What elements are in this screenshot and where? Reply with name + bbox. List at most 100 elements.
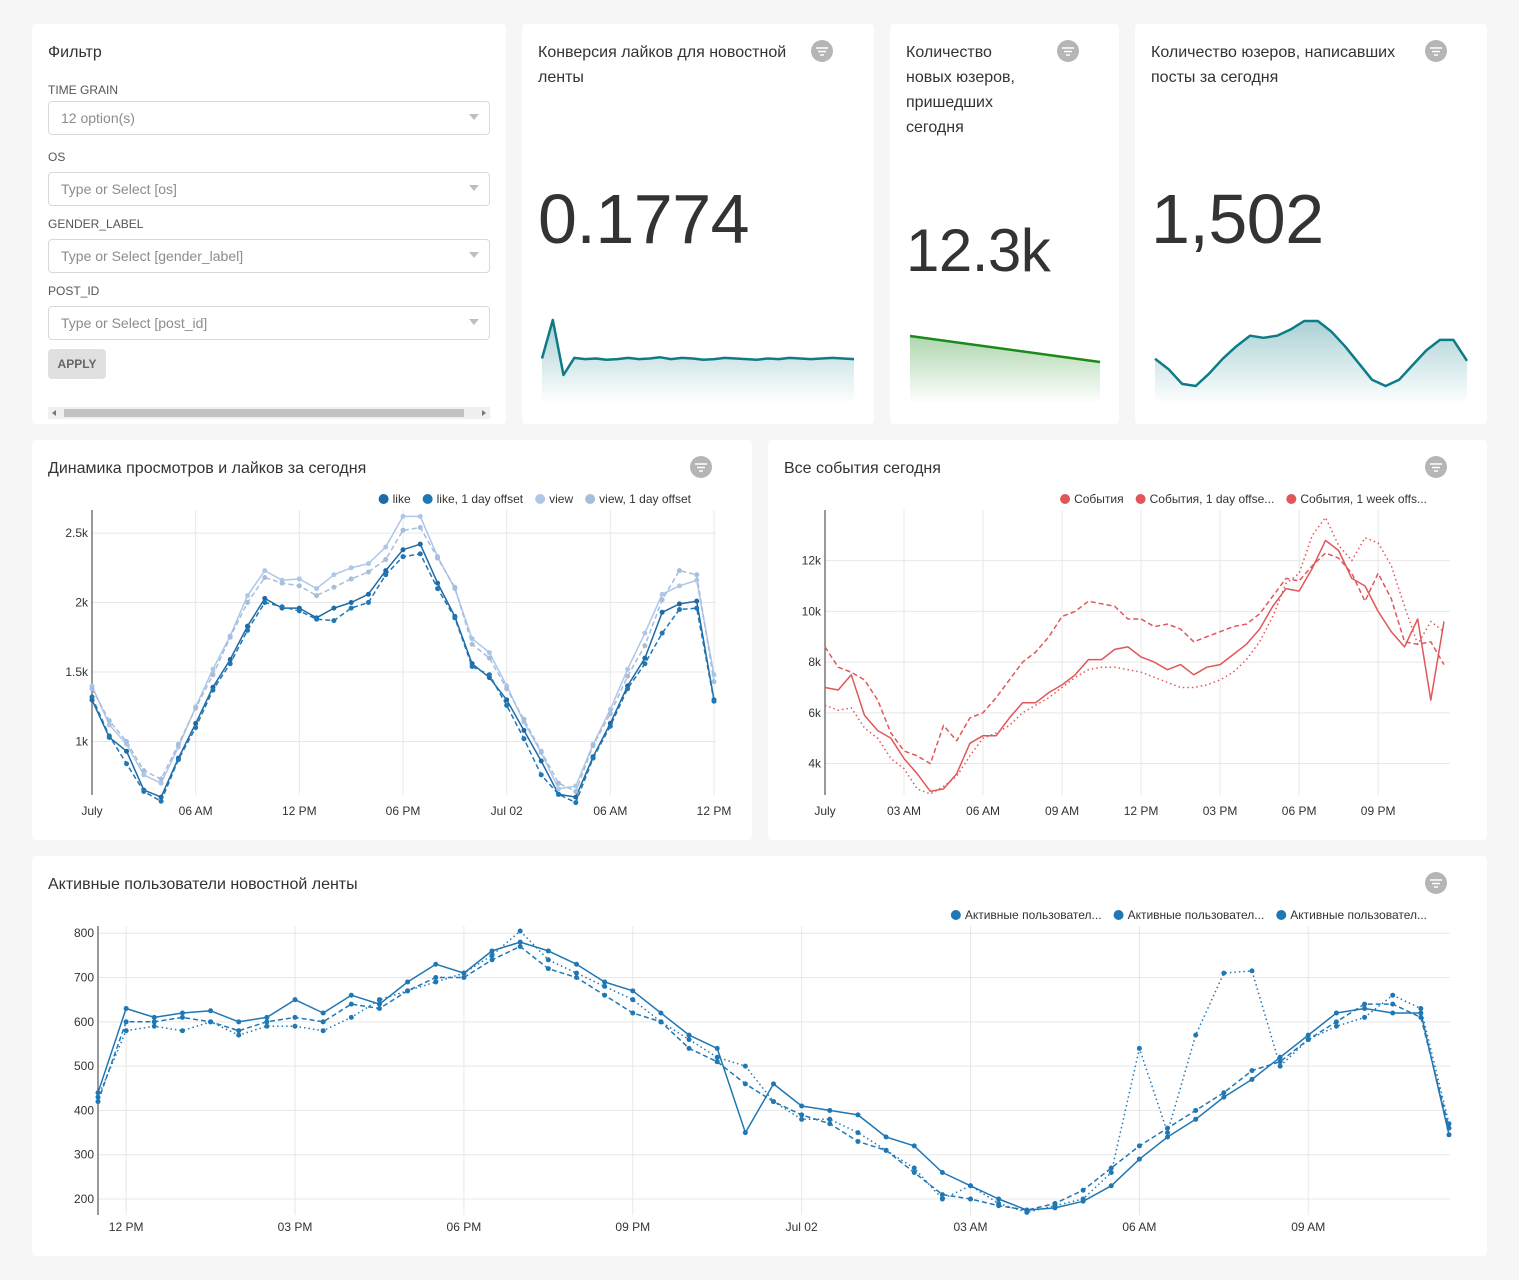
point — [630, 997, 636, 1003]
point — [435, 586, 441, 592]
filter-icon[interactable] — [1425, 456, 1447, 478]
select[interactable]: 12 option(s) — [48, 101, 490, 135]
point — [630, 1010, 636, 1016]
point — [996, 1200, 1002, 1206]
panel-title: Активные пользователи новостной ленты — [48, 876, 358, 893]
point — [521, 727, 527, 733]
point — [1052, 1203, 1058, 1209]
point — [236, 1019, 242, 1025]
legend-marker — [535, 494, 546, 504]
point — [642, 630, 648, 636]
point — [1333, 1010, 1339, 1016]
point — [1165, 1134, 1171, 1140]
point — [545, 966, 551, 972]
big-number: 0.1774 — [538, 180, 750, 258]
point — [245, 627, 250, 633]
point — [383, 556, 389, 562]
point — [742, 1130, 748, 1136]
y-tick-label: 8k — [808, 655, 822, 669]
x-tick-label: 12 PM — [109, 1220, 144, 1234]
point — [1277, 1059, 1283, 1065]
point — [1277, 1063, 1283, 1069]
point — [331, 618, 337, 624]
legend-marker — [950, 910, 961, 920]
select[interactable]: Type or Select [post_id] — [48, 306, 490, 340]
field-label: OS — [48, 150, 66, 164]
scrollbar[interactable] — [48, 407, 490, 419]
legend-label: view — [549, 492, 573, 506]
select[interactable]: Type or Select [os] — [48, 172, 490, 206]
point — [799, 1103, 805, 1109]
point — [245, 600, 250, 606]
point — [1390, 992, 1396, 998]
sparkline — [540, 318, 855, 377]
filter-icon[interactable] — [1425, 872, 1447, 894]
x-tick-label: 03 AM — [954, 1220, 988, 1234]
point — [365, 591, 371, 597]
point — [556, 786, 561, 792]
series-line — [824, 552, 1445, 765]
point — [590, 755, 596, 761]
filter-icon[interactable] — [811, 40, 833, 62]
point — [296, 583, 302, 589]
point — [573, 800, 579, 806]
scroll-left[interactable] — [51, 410, 57, 416]
point — [376, 1006, 382, 1012]
point — [141, 772, 147, 778]
point — [590, 743, 596, 749]
legend-marker — [422, 494, 433, 504]
point — [417, 541, 423, 547]
point — [400, 527, 406, 533]
point — [573, 975, 579, 981]
legend-label: События, 1 day offse... — [1150, 492, 1275, 506]
point — [417, 551, 423, 557]
point — [711, 679, 717, 685]
sparkline-chart — [540, 40, 855, 404]
filter-icon[interactable] — [1057, 40, 1079, 62]
point — [208, 1019, 214, 1025]
y-tick-label: 12k — [802, 554, 822, 568]
point — [676, 606, 682, 612]
sparkline-chart — [1154, 40, 1469, 404]
point — [939, 1196, 945, 1202]
point — [123, 1019, 129, 1025]
legend-label: События — [1074, 492, 1124, 506]
point — [694, 598, 700, 604]
point — [158, 776, 164, 782]
select[interactable]: Type or Select [gender_label] — [48, 239, 490, 273]
point — [883, 1134, 889, 1140]
scroll-right[interactable] — [481, 410, 487, 416]
point — [1249, 968, 1255, 974]
filter-icon[interactable] — [690, 456, 712, 478]
x-tick-label: 03 PM — [1203, 804, 1238, 818]
point — [151, 1014, 157, 1020]
point — [124, 748, 130, 754]
point — [642, 655, 648, 661]
point — [694, 572, 700, 578]
placeholder: Type or Select [os] — [61, 181, 177, 197]
point — [469, 663, 475, 669]
y-tick-label: 1k — [75, 735, 89, 749]
point — [151, 1019, 157, 1025]
point — [642, 661, 648, 667]
point — [383, 544, 389, 550]
point — [264, 1023, 270, 1029]
scroll-thumb[interactable] — [64, 409, 464, 417]
x-tick-label: 06 AM — [1122, 1220, 1156, 1234]
legend-label: like — [393, 492, 411, 506]
point — [573, 961, 579, 967]
legend-label: Активные пользовател... — [965, 908, 1102, 922]
filter-icon[interactable] — [1425, 40, 1447, 62]
point — [686, 1037, 692, 1043]
point — [210, 666, 216, 672]
point — [630, 988, 636, 994]
apply-button[interactable]: APPLY — [48, 349, 106, 379]
point — [517, 944, 523, 950]
point — [348, 600, 354, 606]
point — [939, 1169, 945, 1175]
point — [179, 1014, 185, 1020]
point — [489, 948, 495, 954]
point — [175, 757, 181, 763]
point — [210, 687, 216, 693]
caret — [469, 252, 479, 258]
